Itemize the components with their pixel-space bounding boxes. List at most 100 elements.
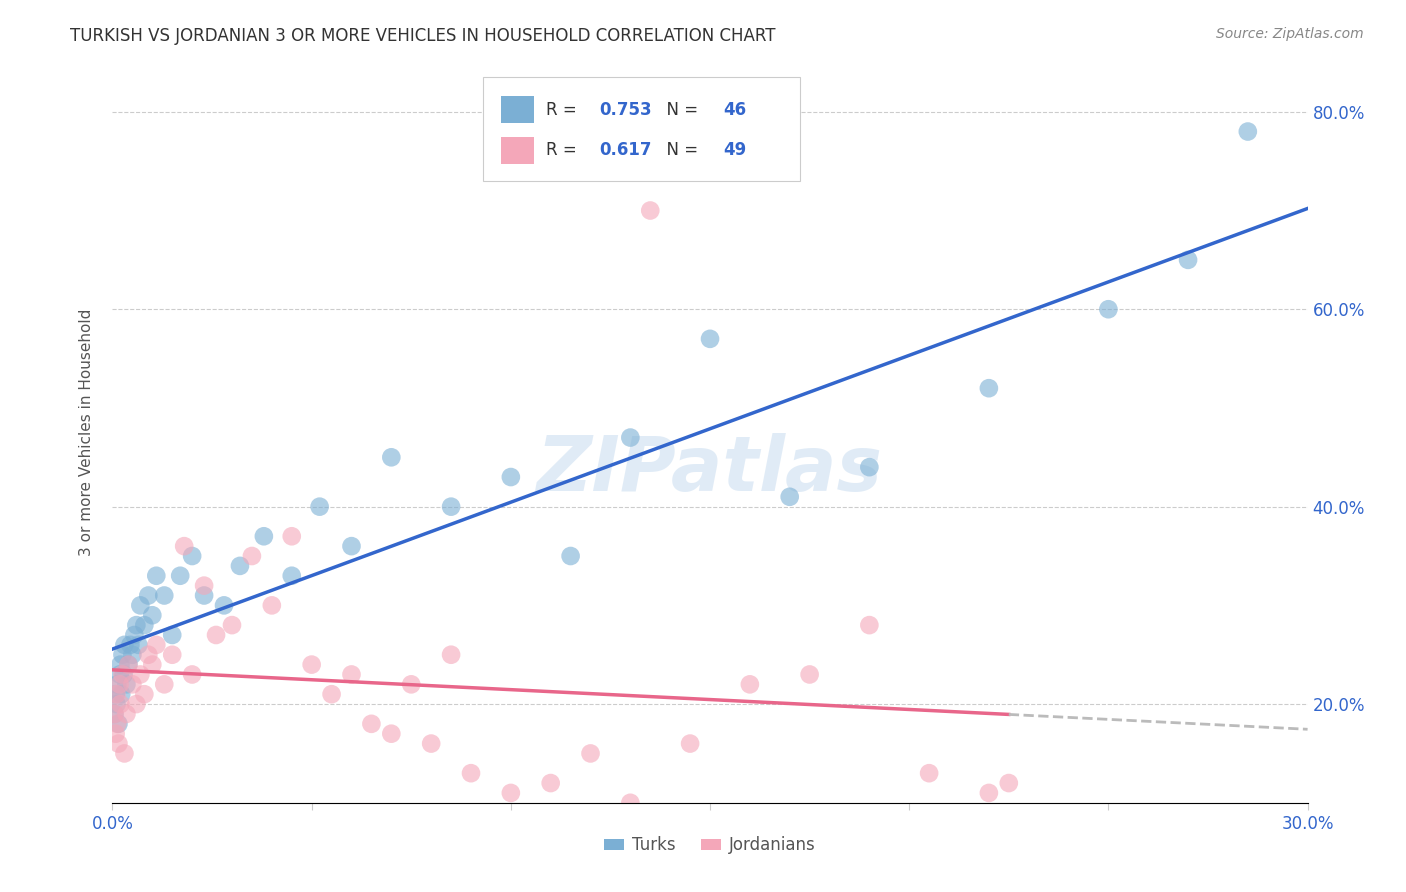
Point [308,500,330,514]
Point [103,706,125,721]
Point [193,579,215,593]
Point [321,687,343,701]
Point [301,657,323,672]
Point [240,549,263,563]
Point [380,727,402,741]
Point [110,687,132,701]
Point [401,677,423,691]
Point [110,697,132,711]
Point [499,470,522,484]
Point [619,431,641,445]
Point [205,628,228,642]
Point [540,776,562,790]
Point [162,648,183,662]
Point [141,657,163,672]
Point [104,727,127,741]
Point [134,618,156,632]
Y-axis label: 3 or more Vehicles in Household: 3 or more Vehicles in Household [79,309,94,557]
Point [162,628,183,642]
Point [499,786,522,800]
Point [212,599,235,613]
Point [560,549,582,563]
Point [112,667,135,681]
Point [114,747,135,761]
Point [108,667,131,681]
Point [117,657,139,672]
Point [1177,252,1199,267]
Point [181,549,204,563]
Text: N =: N = [657,101,703,119]
Bar [501,96,534,123]
Point [125,618,148,632]
Point [141,608,163,623]
Point [127,638,149,652]
Point [340,539,363,553]
Point [117,657,139,672]
Point [107,737,129,751]
Point [229,558,252,573]
Legend: Turks, Jordanians: Turks, Jordanians [598,830,823,861]
Point [138,589,160,603]
Text: 46: 46 [723,101,747,119]
Point [120,638,142,652]
Point [858,460,880,475]
Point [619,796,641,810]
Text: 0.753: 0.753 [599,101,651,119]
Point [105,687,128,701]
Point [699,332,721,346]
Point [169,568,191,582]
Point [153,677,176,691]
Point [977,786,1000,800]
FancyBboxPatch shape [484,78,800,181]
Point [138,648,160,662]
Point [107,716,129,731]
Text: ZIPatlas: ZIPatlas [537,433,883,507]
Point [110,657,132,672]
Point [579,747,602,761]
Point [111,648,134,662]
Point [181,667,204,681]
Text: Source: ZipAtlas.com: Source: ZipAtlas.com [1216,27,1364,41]
Point [125,697,148,711]
Point [253,529,276,543]
Point [105,716,128,731]
Point [103,706,125,721]
Point [460,766,482,780]
Point [1237,124,1260,138]
Text: R =: R = [547,141,582,160]
Point [858,618,880,632]
Point [998,776,1021,790]
Point [108,677,131,691]
Point [799,667,821,681]
Point [134,687,156,701]
Text: R =: R = [547,101,582,119]
Text: TURKISH VS JORDANIAN 3 OR MORE VEHICLES IN HOUSEHOLD CORRELATION CHART: TURKISH VS JORDANIAN 3 OR MORE VEHICLES … [70,27,776,45]
Point [281,568,304,582]
Point [360,716,382,731]
Point [114,638,135,652]
Text: N =: N = [657,141,703,160]
Point [115,706,138,721]
Text: 49: 49 [723,141,747,160]
Point [260,599,283,613]
Point [104,687,127,701]
Point [121,677,143,691]
Point [105,677,128,691]
Point [129,599,152,613]
Point [340,667,363,681]
Point [153,589,176,603]
Point [124,628,146,642]
Point [105,697,128,711]
Point [420,737,443,751]
Point [121,648,143,662]
Point [440,500,463,514]
Point [221,618,243,632]
Point [1097,302,1119,317]
Point [115,677,138,691]
Point [111,667,134,681]
Point [779,490,801,504]
Point [977,381,1000,395]
Point [640,203,662,218]
Point [193,589,215,603]
Point [679,737,702,751]
